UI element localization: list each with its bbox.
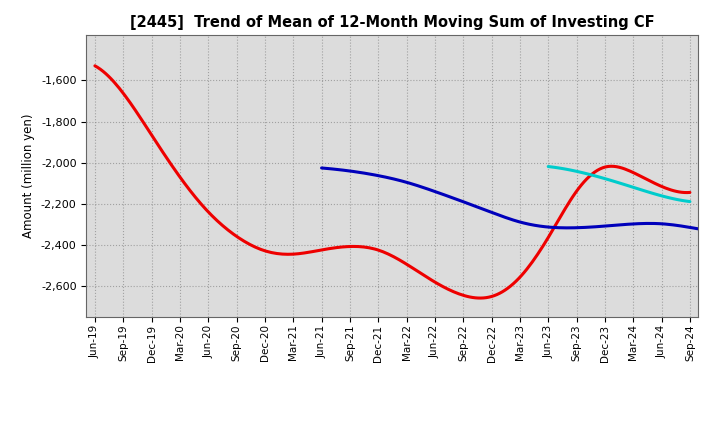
Y-axis label: Amount (million yen): Amount (million yen) (22, 114, 35, 238)
Title: [2445]  Trend of Mean of 12-Month Moving Sum of Investing CF: [2445] Trend of Mean of 12-Month Moving … (130, 15, 654, 30)
